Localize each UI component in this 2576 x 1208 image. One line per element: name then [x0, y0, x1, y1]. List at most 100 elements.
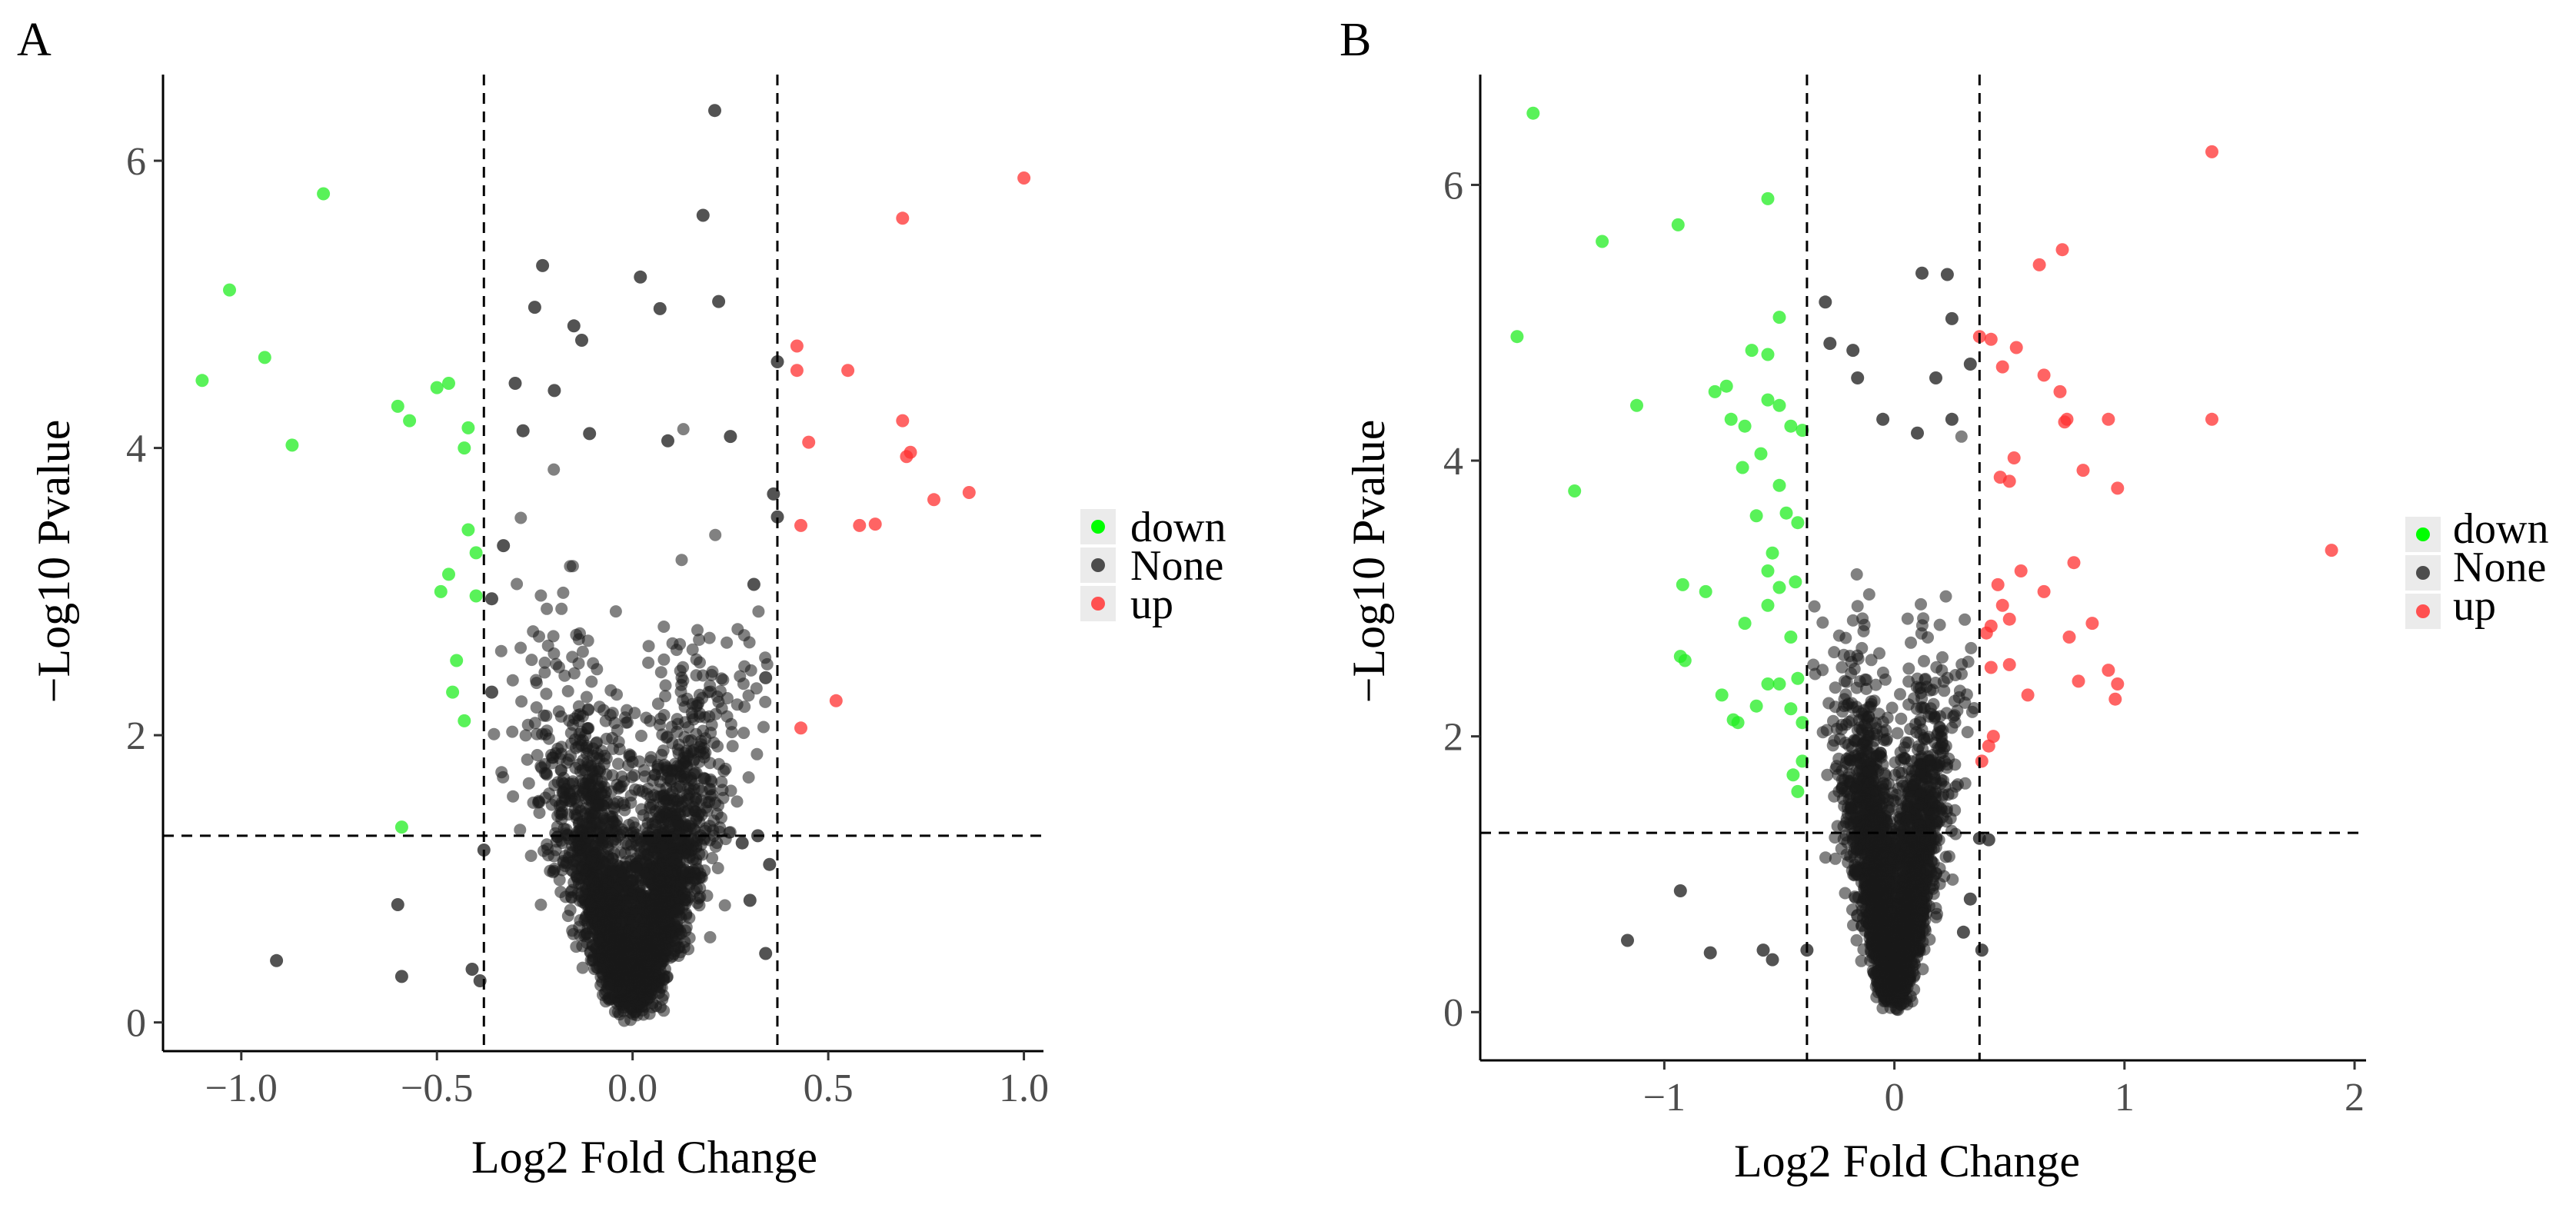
none-point [751, 747, 764, 760]
down-point [458, 441, 471, 455]
legend-label-up: up [1130, 581, 1173, 628]
none-point [724, 717, 737, 730]
none-point [678, 773, 691, 786]
x-tick-label: −0.5 [401, 1067, 473, 1110]
none-point [757, 720, 770, 734]
none-point [684, 865, 697, 878]
down-point [403, 414, 417, 428]
none-point [506, 674, 519, 687]
none-point [1933, 618, 1946, 631]
none-point [604, 709, 617, 721]
up-point [794, 721, 807, 735]
none-point [576, 961, 589, 974]
y-axis-title: −Log10 Pvalue [28, 420, 79, 704]
none-point [515, 695, 528, 708]
none-point [544, 864, 557, 877]
none-point [497, 539, 511, 553]
none-point [1918, 654, 1930, 667]
none-point [599, 878, 612, 891]
none-point [670, 644, 683, 657]
none-point [1968, 702, 1981, 714]
none-point [536, 727, 548, 740]
none-point [601, 981, 614, 994]
none-point [1816, 726, 1829, 739]
none-point [759, 695, 772, 708]
none-point [708, 104, 721, 118]
down-point [391, 399, 404, 413]
none-point [527, 796, 540, 809]
none-point [600, 732, 613, 745]
none-point [641, 935, 654, 948]
none-point [707, 814, 721, 827]
y-tick-label: 6 [126, 140, 146, 184]
down-point [446, 685, 460, 699]
none-point [538, 666, 551, 679]
none-point [497, 770, 510, 784]
none-point [742, 689, 755, 702]
none-point [1916, 743, 1929, 756]
legend-key-up [1091, 597, 1105, 611]
none-point [1942, 850, 1955, 863]
none-point [686, 643, 699, 656]
up-point [896, 211, 910, 225]
none-point [1962, 655, 1975, 668]
up-point [802, 435, 816, 449]
none-point [721, 692, 734, 704]
none-point [538, 656, 551, 669]
none-point [580, 691, 593, 704]
none-point [564, 885, 577, 898]
none-point [659, 679, 672, 692]
none-point [1874, 747, 1887, 760]
none-point [1936, 651, 1949, 664]
none-point [613, 743, 626, 756]
none-point [551, 830, 564, 844]
none-point [576, 645, 589, 658]
x-ticks: −1.0 −0.5 0.0 0.5 1.0 [205, 1051, 1049, 1110]
none-point [576, 861, 589, 874]
none-point [1839, 631, 1852, 644]
none-point [621, 716, 634, 729]
none-point [1816, 664, 1829, 677]
none-point [634, 270, 647, 284]
none-point [1929, 910, 1942, 923]
none-point [507, 790, 520, 803]
none-point [1876, 666, 1889, 679]
none-point [594, 820, 607, 834]
none-point [681, 750, 694, 763]
none-point [697, 742, 711, 755]
none-point [709, 528, 722, 541]
none-point [1846, 614, 1859, 627]
none-point [735, 836, 749, 850]
none-point [1819, 851, 1832, 864]
none-point [621, 968, 633, 981]
none-point [1933, 720, 1946, 734]
none-point [581, 703, 594, 716]
none-point [573, 727, 586, 740]
none-point [1913, 716, 1926, 729]
none-point [547, 630, 560, 643]
none-point [524, 850, 537, 862]
none-point [1855, 641, 1869, 654]
none-point [691, 624, 704, 637]
none-point [687, 783, 701, 796]
y-tick-label: 2 [126, 714, 146, 758]
none-point [1938, 684, 1951, 697]
none-point [465, 963, 479, 976]
none-point [712, 295, 726, 308]
none-point [664, 787, 677, 800]
none-point [613, 900, 625, 913]
none-point [1845, 714, 1859, 727]
none-point [539, 791, 552, 804]
up-point [841, 364, 855, 378]
y-tick-label: 0 [126, 1002, 146, 1046]
none-point [770, 510, 784, 524]
down-point [450, 654, 464, 667]
none-point [704, 757, 717, 770]
none-point [585, 912, 598, 924]
none-point [597, 919, 610, 932]
none-point [634, 997, 646, 1010]
legend-key-none [1091, 558, 1105, 572]
none-point [514, 641, 528, 654]
none-point [554, 764, 567, 777]
